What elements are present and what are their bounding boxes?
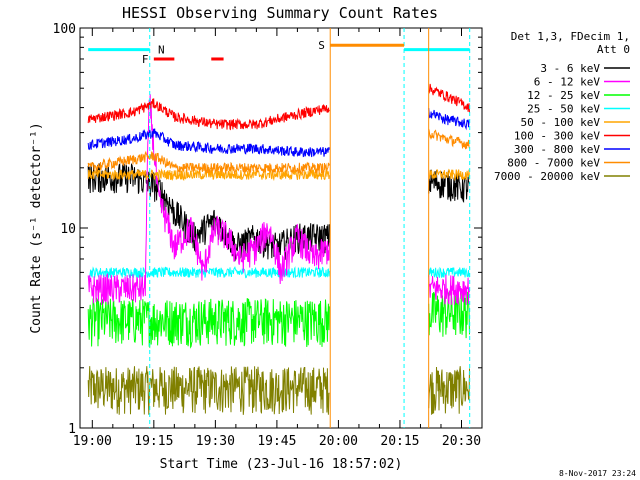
plot-frame	[79, 27, 483, 429]
legend-label-6-12-kev: 6 - 12 keV	[534, 76, 601, 89]
series-line-12-25-kev-part-2	[428, 291, 470, 339]
x-tick-label: 20:15	[380, 434, 419, 449]
axis-layer: 19:00 19:15 19:30 19:45 20:00 20:15 20:30 1 10 10…	[53, 22, 482, 449]
footer-date: 8-Nov-2017 23:24	[559, 469, 636, 478]
series-line-300-800-kev-part-1	[87, 128, 330, 158]
legend-label-7000-20000-kev: 7000 - 20000 keV	[494, 170, 600, 183]
marker-layer: FN S	[88, 28, 471, 428]
legend-label-3-6-kev: 3 - 6 keV	[540, 62, 600, 75]
x-tick-label: 20:00	[319, 434, 358, 449]
y-tick-label: 100	[53, 22, 76, 37]
series-line-25-50-kev-part-2	[428, 266, 470, 278]
legend-label-12-25-kev: 12 - 25 keV	[527, 89, 600, 102]
marker-label-f: F	[142, 53, 149, 66]
legend-label-300-800-kev: 300 - 800 keV	[514, 143, 600, 156]
series-line-7000-20000-kev-part-2	[428, 366, 470, 415]
series-line-800-7000-kev-part-1	[87, 150, 330, 175]
legend-label-100-300-kev: 100 - 300 keV	[514, 130, 600, 143]
legend-label-50-100-kev: 50 - 100 keV	[521, 116, 601, 129]
series-line-50-100-kev-part-2	[428, 168, 470, 182]
x-tick-label: 20:30	[442, 434, 481, 449]
x-tick-label: 19:45	[257, 434, 296, 449]
marker-label-n: N	[158, 44, 165, 57]
y-tick-label: 1	[68, 422, 76, 437]
x-tick-label: 19:00	[73, 434, 112, 449]
series-line-100-300-kev-part-2	[428, 83, 470, 113]
series-line-7000-20000-kev-part-1	[87, 366, 330, 415]
series-line-50-100-kev-part-1	[87, 168, 330, 182]
series-line-100-300-kev-part-1	[87, 98, 330, 131]
x-axis-label: Start Time (23-Jul-16 18:57:02)	[160, 457, 403, 472]
y-axis-label: Count Rate (s⁻¹ detector⁻¹)	[29, 122, 44, 333]
data-layer	[87, 83, 470, 415]
legend-header-line-1: Det 1,3, FDecim 1,	[511, 30, 630, 43]
series-line-12-25-kev-part-1	[87, 296, 330, 349]
series-line-6-12-kev-part-2	[428, 274, 470, 305]
x-tick-label: 19:15	[134, 434, 173, 449]
legend-label-25-50-kev: 25 - 50 keV	[527, 103, 600, 116]
series-line-6-12-kev-part-1	[87, 94, 330, 305]
series-line-300-800-kev-part-2	[428, 108, 470, 131]
y-tick-label: 10	[60, 222, 76, 237]
series-line-25-50-kev-part-1	[88, 265, 330, 279]
legend-label-800-7000-kev: 800 - 7000 keV	[507, 157, 600, 170]
legend-header-line-2: Att 0	[597, 43, 630, 56]
chart-title: HESSI Observing Summary Count Rates	[122, 4, 438, 22]
marker-label-s: S	[318, 39, 325, 52]
x-tick-label: 19:30	[196, 434, 235, 449]
series-line-800-7000-kev-part-2	[428, 128, 470, 150]
